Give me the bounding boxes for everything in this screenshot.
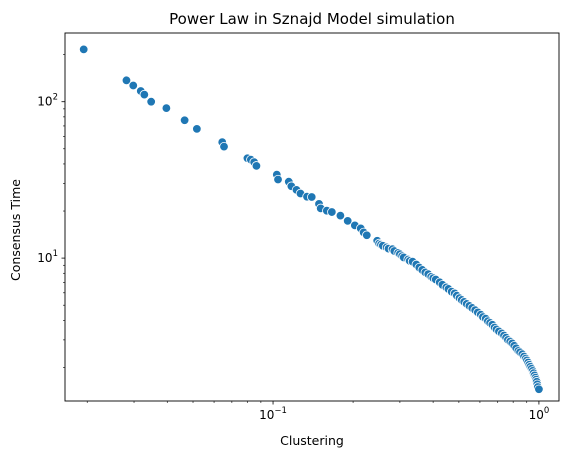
- data-point: [534, 384, 544, 394]
- y-tick-label: 102: [37, 93, 58, 109]
- x-tick-label: 100: [529, 406, 550, 422]
- y-axis-ticks: 101 102: [37, 93, 65, 265]
- data-point: [78, 44, 89, 55]
- data-point: [273, 174, 283, 185]
- x-tick-label: 10−1: [259, 406, 287, 422]
- plot-frame: [64, 32, 560, 402]
- y-axis-label: Consensus Time: [8, 179, 23, 281]
- data-point: [139, 89, 150, 100]
- data-point: [219, 141, 229, 152]
- data-point: [121, 75, 132, 86]
- x-axis-label: Clustering: [280, 433, 344, 448]
- data-point: [335, 210, 346, 221]
- chart-title: Power Law in Sznajd Model simulation: [169, 10, 455, 28]
- data-point: [161, 103, 172, 113]
- data-point: [307, 192, 317, 202]
- data-point: [146, 97, 156, 107]
- data-point: [251, 161, 262, 171]
- data-point: [343, 216, 353, 226]
- data-point: [192, 124, 202, 134]
- data-point: [327, 207, 337, 217]
- x-axis-ticks: 10−1 100: [259, 401, 549, 422]
- data-point: [362, 230, 372, 240]
- data-point: [179, 115, 190, 125]
- data-points: [78, 44, 544, 394]
- y-tick-label: 101: [37, 249, 58, 265]
- data-point: [128, 80, 138, 91]
